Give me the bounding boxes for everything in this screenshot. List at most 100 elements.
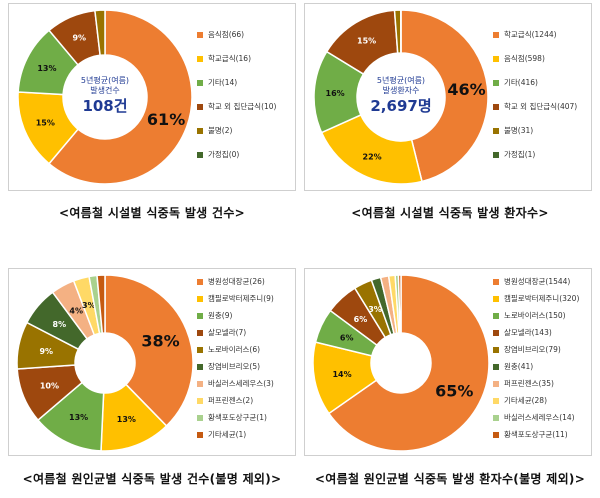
slice-label-7: 4% [69,306,83,315]
legend-item: 퍼프린젠스(35) [493,377,579,394]
legend-swatch [493,347,499,353]
legend-swatch [493,415,499,421]
slice-label-4: 9% [72,33,86,42]
legend-label: 음식점(66) [208,30,245,39]
slice-1 [104,274,194,427]
legend-label: 불명(2) [208,126,233,135]
legend-item: 퍼프린젠스(2) [197,394,274,411]
legend-item: 캠필로박터제주니(320) [493,292,579,309]
center-line1: 5년평균(여름) [80,76,130,85]
slice-5 [94,9,106,57]
legend-item: 바실러스세레우스(14) [493,411,579,428]
legend-label: 불명(31) [504,126,534,135]
legend-swatch [493,398,499,404]
legend-swatch [197,330,203,336]
legend-label: 노로바이러스(150) [504,311,566,320]
legend-swatch [493,80,499,86]
legend-label: 기타세균(1) [208,430,247,439]
center-line2: 발생환자수 [382,86,420,95]
legend-label: 음식점(598) [504,54,545,63]
legend-item: 원충(9) [197,309,274,326]
legend-swatch [493,364,499,370]
chart-caption-3: <여름철 원인균별 식중독 발생 건수(불명 제외)> [22,472,282,486]
chart-panel-1: 61% 15% 13% 9% 5년평균(여름) 발생건수 108건 음식점(66) 학교… [8,3,296,191]
legend-swatch [493,313,499,319]
legend-swatch [197,80,203,86]
legend-item: 병원성대장균(26) [197,275,274,292]
legend-label: 퍼프린젠스(35) [504,379,554,388]
legend-item: 살모넬라(143) [493,326,579,343]
legend-label: 학교급식(16) [208,54,251,63]
center-value: 2,697명 [370,97,432,115]
legend-swatch [197,56,203,62]
slice-label-1: 65% [435,382,473,401]
donut-chart-3: 38% 13% 13% 10% 9% 8%4%3% [16,274,194,452]
donut-chart-1: 61% 15% 13% 9% [17,9,193,185]
legend-item: 기타(14) [197,76,276,100]
center-line2: 발생건수 [90,86,120,95]
slice-label-3: 6% [340,333,354,342]
legend-label: 가정집(1) [504,150,536,159]
slice-label-2: 22% [363,152,382,161]
legend-swatch [197,364,203,370]
legend-item: 학교급식(16) [197,52,276,76]
legend-label: 황색포도상구균(1) [208,413,267,422]
center-value: 108건 [82,97,128,115]
legend-item: 장염비브리오(5) [197,360,274,377]
legend-swatch [197,432,203,438]
slice-1 [400,9,489,183]
legend-swatch [493,32,499,38]
donut-chart-2: 46% 22% 16% 15% [313,9,489,185]
legend-swatch [493,279,499,285]
legend-4: 병원성대장균(1544) 캠필로박터제주니(320) 노로바이러스(150) 살모넬라… [493,275,579,445]
legend-label: 살모넬라(143) [504,328,552,337]
slice-label-2: 15% [36,119,55,128]
legend-item: 가정집(1) [493,148,577,172]
legend-swatch [197,279,203,285]
legend-swatch [493,152,499,158]
legend-swatch [197,152,203,158]
legend-item: 기타세균(28) [493,394,579,411]
chart-caption-1: <여름철 시설별 식중독 발생 건수> [58,206,246,220]
legend-label: 기타세균(28) [504,396,547,405]
slice-label-2: 13% [117,415,136,424]
slice-label-1: 46% [447,80,485,99]
legend-label: 가정집(0) [208,150,240,159]
legend-swatch [493,56,499,62]
legend-item: 병원성대장균(1544) [493,275,579,292]
legend-label: 장염비브리오(5) [208,362,261,371]
legend-item: 음식점(598) [493,52,577,76]
legend-swatch [197,296,203,302]
legend-swatch [197,347,203,353]
legend-swatch [197,398,203,404]
legend-swatch [197,32,203,38]
slice-label-5: 3% [368,305,382,314]
legend-item: 가정집(0) [197,148,276,172]
legend-label: 학교급식(1244) [504,30,557,39]
legend-swatch [493,330,499,336]
legend-label: 퍼프린젠스(2) [208,396,254,405]
legend-item: 음식점(66) [197,28,276,52]
legend-item: 학교 외 집단급식(10) [197,100,276,124]
legend-label: 기타(14) [208,78,238,87]
legend-swatch [493,381,499,387]
legend-item: 황색포도상구균(1) [197,411,274,428]
legend-item: 학교 외 집단급식(407) [493,100,577,124]
legend-label: 원충(41) [504,362,534,371]
legend-item: 노로바이러스(150) [493,309,579,326]
donut-center-1: 5년평균(여름) 발생건수 108건 [63,76,147,116]
legend-item: 기타세균(1) [197,428,274,445]
legend-swatch [493,432,499,438]
chart-panel-3: 38% 13% 13% 10% 9% 8% 4% 3% 병원성대장균(26) 캠필로박터제주니(… [8,268,296,456]
legend-3: 병원성대장균(26) 캠필로박터제주니(9) 원충(9) 살모넬라(7) 노로바이러스(… [197,275,274,445]
chart-panel-4: 65% 14% 6% 6% 3% 병원성대장균(1544) 캠필로박터제주니(320) 노로… [304,268,592,456]
legend-item: 불명(31) [493,124,577,148]
center-line1: 5년평균(여름) [376,76,426,85]
slice-label-8: 3% [82,301,96,310]
legend-label: 바실러스세레우스(14) [504,413,575,422]
slice-label-1: 38% [141,331,179,350]
legend-label: 캠필로박터제주니(9) [208,294,274,303]
chart-panel-2: 46% 22% 16% 15% 5년평균(여름) 발생환자수 2,697명 학교급식(… [304,3,592,191]
slice-1 [48,9,193,185]
legend-swatch [493,128,499,134]
